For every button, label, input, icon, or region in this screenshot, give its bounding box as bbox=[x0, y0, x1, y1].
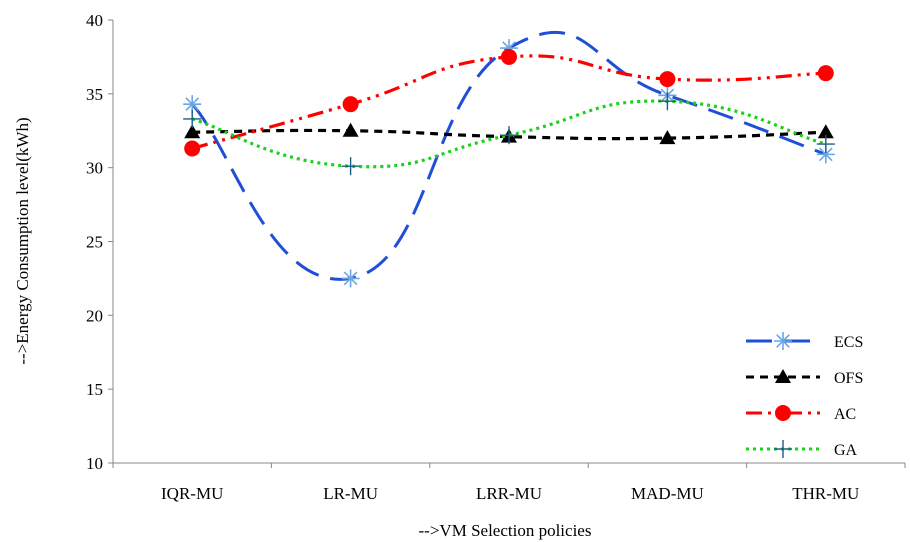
y-tick-label: 25 bbox=[86, 233, 103, 252]
x-tick-label: LR-MU bbox=[323, 484, 378, 503]
data-point-ofs bbox=[184, 124, 201, 139]
chart-axes bbox=[108, 19, 906, 468]
legend-label: OFS bbox=[834, 370, 863, 387]
legend-marker bbox=[775, 369, 791, 383]
series-ac bbox=[184, 48, 834, 157]
marker-stroke bbox=[343, 271, 358, 286]
data-point-ga bbox=[658, 92, 677, 111]
series-line-ecs bbox=[191, 30, 827, 281]
data-point-ga bbox=[183, 109, 202, 128]
marker-stroke bbox=[776, 334, 790, 348]
x-tick-label: IQR-MU bbox=[161, 484, 223, 503]
data-point-ac bbox=[817, 65, 834, 82]
data-point-ac bbox=[501, 48, 517, 65]
legend-item-ga: GA bbox=[746, 440, 858, 459]
series-layer bbox=[183, 30, 835, 288]
legend-marker bbox=[775, 405, 791, 421]
data-point-ac bbox=[659, 71, 676, 88]
x-tick-label: MAD-MU bbox=[631, 484, 704, 503]
y-tick-label: 10 bbox=[86, 454, 103, 473]
y-tick-label: 20 bbox=[86, 306, 103, 325]
y-tick-labels: 10 15 20 25 30 35 40 bbox=[86, 11, 103, 473]
data-point-ga bbox=[341, 157, 360, 176]
data-point-ecs bbox=[341, 269, 360, 288]
marker-stroke bbox=[818, 147, 833, 162]
data-point-ga bbox=[816, 135, 835, 154]
series-line-ofs bbox=[192, 128, 826, 141]
legend-item-ac: AC bbox=[746, 405, 856, 423]
legend-label: GA bbox=[834, 442, 858, 459]
data-point-ofs bbox=[659, 130, 676, 145]
marker-stroke bbox=[185, 97, 200, 112]
x-tick-label: LRR-MU bbox=[476, 484, 542, 503]
data-point-ofs bbox=[342, 122, 359, 137]
series-ga bbox=[183, 92, 835, 176]
y-tick-label: 35 bbox=[86, 85, 103, 104]
y-tick-label: 40 bbox=[86, 11, 103, 30]
legend: ECS OFS AC GA bbox=[746, 332, 863, 459]
x-tick-labels: IQR-MU LR-MU LRR-MU MAD-MU THR-MU bbox=[161, 484, 859, 503]
data-point-ac bbox=[184, 140, 201, 157]
data-point-ga bbox=[500, 126, 518, 145]
legend-item-ofs: OFS bbox=[746, 369, 863, 387]
data-point-ofs bbox=[817, 124, 834, 139]
y-tick-label: 15 bbox=[86, 380, 103, 399]
legend-item-ecs: ECS bbox=[746, 332, 863, 351]
legend-marker bbox=[774, 332, 792, 350]
y-tick-label: 30 bbox=[86, 159, 103, 178]
x-axis-title: -->VM Selection policies bbox=[419, 521, 592, 540]
data-point-ac bbox=[342, 96, 359, 113]
y-axis-title: -->Energy Consumption level(kWh) bbox=[13, 117, 32, 364]
x-tick-label: THR-MU bbox=[792, 484, 859, 503]
legend-label: AC bbox=[834, 406, 856, 423]
legend-label: ECS bbox=[834, 334, 863, 351]
series-ecs bbox=[183, 30, 835, 288]
legend-marker bbox=[774, 440, 792, 458]
